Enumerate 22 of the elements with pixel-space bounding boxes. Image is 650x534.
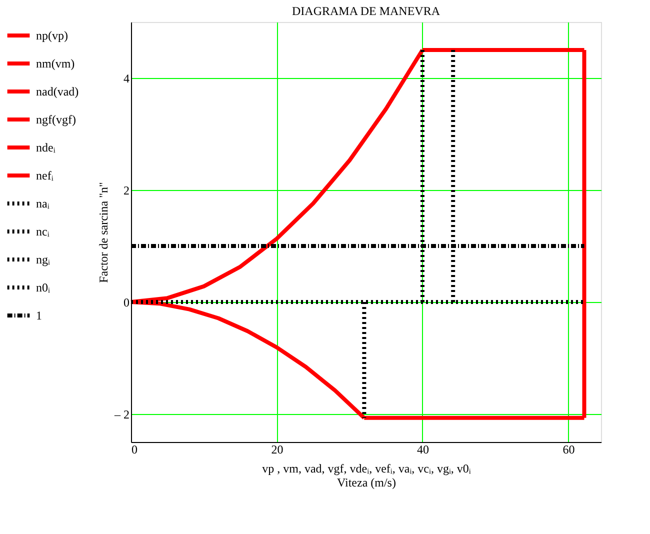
y-tick-label: 4 [124, 72, 130, 86]
chart-title: DIAGRAMA DE MANEVRA [292, 4, 440, 18]
y-tick-label: – 2 [114, 408, 130, 422]
y-tick-label: 2 [124, 184, 130, 198]
legend-label: ncᵢ [36, 224, 50, 238]
legend-label: n0ᵢ [36, 280, 50, 294]
x-tick-label: 20 [271, 442, 284, 456]
legend-label: nefᵢ [36, 168, 54, 182]
legend-label: nad(vad) [36, 84, 79, 98]
y-tick-label: 0 [124, 296, 130, 310]
legend-label: 1 [36, 308, 42, 322]
legend-label: np(vp) [36, 28, 68, 42]
legend-label: naᵢ [36, 196, 50, 210]
legend-label: nm(vm) [36, 56, 75, 70]
legend-label: ngᵢ [36, 252, 50, 266]
legend-label: ngf(vgf) [36, 112, 76, 126]
legend-label: ndeᵢ [36, 140, 56, 154]
x-axis-title: vp , vm, vad, vgf, vdeᵢ, vefᵢ, vaᵢ, vcᵢ, vgᵢ, v0ᵢ [262, 462, 471, 476]
x-tick-label: 60 [562, 442, 575, 456]
x-tick-label: 40 [416, 442, 429, 456]
text: Viteza (m/s) [337, 476, 396, 490]
y-axis-title: Factor de sarcina "n" [96, 182, 110, 283]
